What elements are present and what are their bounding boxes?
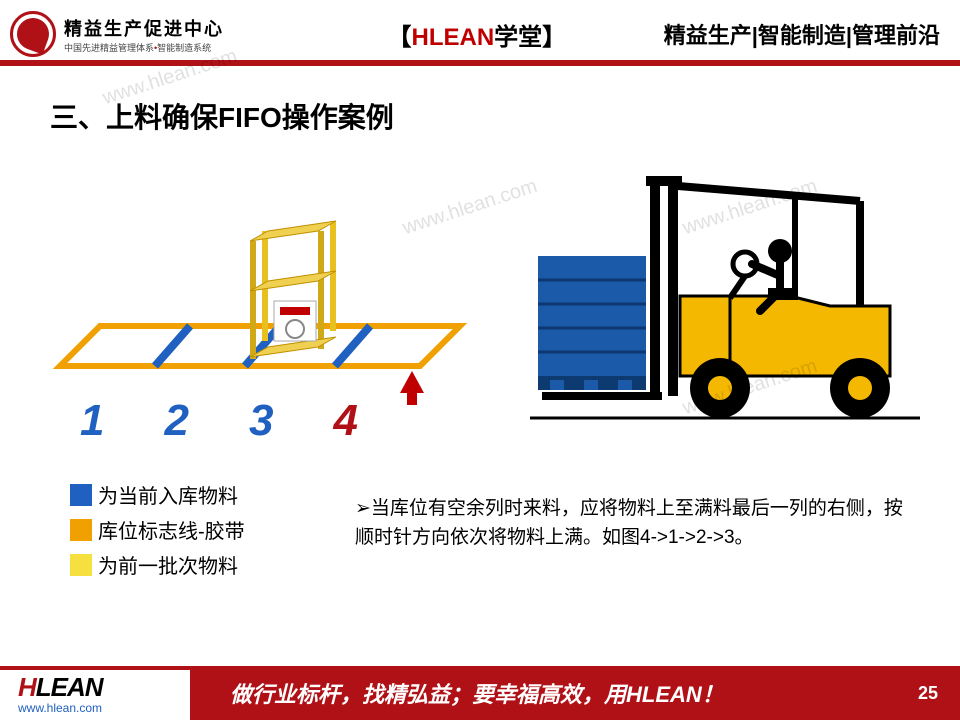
slot-3: 3	[249, 396, 273, 446]
page-number: 25	[918, 683, 938, 704]
slot-4: 4	[333, 396, 357, 446]
floor-diagram: 1 2 3 4	[50, 166, 470, 446]
forklift-diagram	[530, 166, 930, 446]
slot-2: 2	[164, 396, 188, 446]
legend-item: 库位标志线-胶带	[70, 515, 245, 544]
legend-item: 为当前入库物料	[70, 480, 245, 509]
slot-numbers: 1 2 3 4	[80, 396, 358, 446]
header-center: 【HLEAN学堂】	[290, 17, 664, 52]
logo-icon	[10, 11, 56, 57]
logo-text: 精益生产促进中心 中国先进精益管理体系•智能制造系统	[64, 15, 224, 54]
footer-left: HLEAN www.hlean.com	[0, 666, 190, 720]
legend-swatch	[70, 554, 92, 576]
logo-subtitle: 中国先进精益管理体系•智能制造系统	[64, 41, 224, 54]
slot-1: 1	[80, 396, 104, 446]
arrow-stem	[407, 391, 417, 405]
header: 精益生产促进中心 中国先进精益管理体系•智能制造系统 【HLEAN学堂】 精益生…	[0, 0, 960, 60]
floor-svg	[50, 166, 470, 396]
legend-label: 为当前入库物料	[98, 480, 238, 509]
legend: 为当前入库物料 库位标志线-胶带 为前一批次物料	[70, 480, 245, 585]
footer: HLEAN www.hlean.com 做行业标杆，找精弘益；要幸福高效，用HL…	[0, 666, 960, 720]
footer-logo: HLEAN	[18, 672, 190, 703]
forklift-svg	[530, 166, 930, 426]
logo-area: 精益生产促进中心 中国先进精益管理体系•智能制造系统	[10, 11, 290, 57]
legend-swatch	[70, 519, 92, 541]
legend-swatch	[70, 484, 92, 506]
footer-right: 做行业标杆，找精弘益；要幸福高效，用HLEAN！ 25	[190, 666, 960, 720]
logo-title: 精益生产促进中心	[64, 15, 224, 41]
arrow-up-icon	[400, 371, 424, 393]
header-right: 精益生产|智能制造|管理前沿	[664, 18, 940, 50]
legend-item: 为前一批次物料	[70, 550, 245, 579]
explanation-text: ➢当库位有空余列时来料，应将物料上至满料最后一列的右侧，按顺时针方向依次将物料上…	[355, 495, 915, 552]
diagram-row: 1 2 3 4	[50, 166, 920, 446]
legend-label: 库位标志线-胶带	[98, 515, 245, 544]
legend-label: 为前一批次物料	[98, 550, 238, 579]
section-title: 三、上料确保FIFO操作案例	[50, 96, 920, 136]
footer-slogan: 做行业标杆，找精弘益；要幸福高效，用HLEAN！	[230, 677, 724, 709]
footer-url: www.hlean.com	[18, 701, 190, 715]
